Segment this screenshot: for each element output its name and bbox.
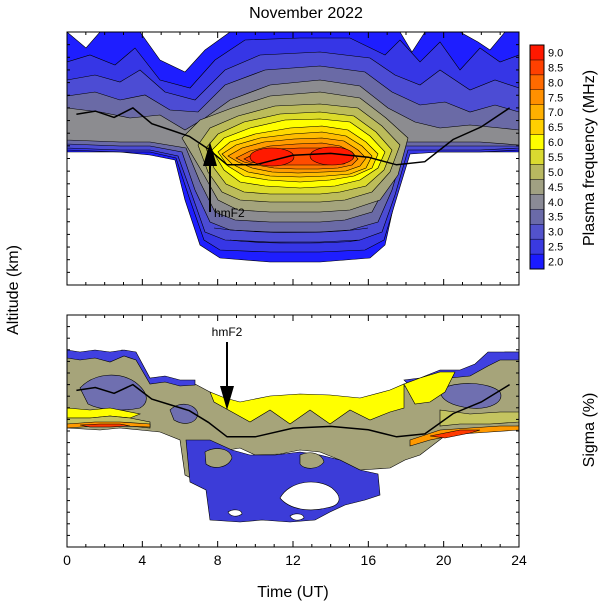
colorbar-swatch <box>529 104 545 120</box>
top-contour-fill <box>67 32 519 263</box>
colorbar-swatch <box>529 179 545 195</box>
colorbar-swatch <box>529 134 545 150</box>
x-tick-label: 16 <box>361 552 377 568</box>
sigma-label: Sigma (%) <box>581 393 598 468</box>
x-tick-label: 24 <box>511 552 527 568</box>
colorbar-tick-label: 2.0 <box>548 257 563 269</box>
top-axis-ticks <box>66 31 520 286</box>
colorbar-swatch <box>529 149 545 165</box>
top-panel: hmF2 <box>66 31 520 286</box>
sigma-band-yellow <box>209 383 405 425</box>
top-hmF2-label: hmF2 <box>214 206 245 220</box>
colorbar-swatch <box>529 119 545 135</box>
bottom-contour-fill <box>67 349 519 523</box>
colorbar-swatch <box>529 44 545 61</box>
x-tick-label: 0 <box>63 552 71 568</box>
colorbar: 2.0 2.5 3.0 3.5 4.0 4.5 5.0 5.5 6.0 6.5 7.0 7.5 8.0 8… <box>529 44 563 270</box>
x-tick-label: 4 <box>138 552 146 568</box>
chart-title: November 2022 <box>249 5 363 22</box>
colorbar-swatch <box>529 223 545 240</box>
colorbar-tick-label: 5.5 <box>548 152 563 164</box>
colorbar-swatch <box>529 89 545 105</box>
colorbar-swatch <box>529 209 545 225</box>
colorbar-tick-label: 4.5 <box>548 182 563 194</box>
colorbar-tick-label: 8.0 <box>548 77 563 89</box>
y-axis-label: Altitude (km) <box>5 245 22 335</box>
colorbar-swatch <box>529 74 545 91</box>
colorbar-tick-label: 7.5 <box>548 92 563 104</box>
colorbar-tick-label: 2.5 <box>548 242 563 254</box>
colorbar-swatch <box>529 194 545 210</box>
top-hmF2-annotation: hmF2 <box>203 142 245 220</box>
colorbar-tick-label: 6.0 <box>548 137 563 149</box>
sigma-band-blue-top <box>67 349 196 387</box>
colorbar-tick-label: 5.0 <box>548 167 563 179</box>
colorbar-swatch <box>529 59 545 76</box>
peak-core-2 <box>309 146 355 166</box>
colorbar-tick-label: 7.0 <box>548 107 563 119</box>
x-tick-label: 20 <box>436 552 452 568</box>
bottom-axis-ticks: 0 4 8 12 16 20 24 <box>63 314 527 568</box>
x-axis-label: Time (UT) <box>257 584 328 601</box>
bottom-panel: hmF2 0 4 8 12 16 20 24 <box>63 314 527 568</box>
sigma-white-hole <box>279 481 340 511</box>
x-tick-label: 8 <box>214 552 222 568</box>
colorbar-swatch <box>529 164 545 180</box>
colorbar-tick-label: 4.0 <box>548 197 563 209</box>
colorbar-tick-label: 8.5 <box>548 62 563 74</box>
colorbar-tick-label: 3.5 <box>548 212 563 224</box>
colorbar-tick-label: 9.0 <box>548 47 563 59</box>
colorbar-label: Plasma frequency (MHz) <box>581 70 598 246</box>
x-tick-label: 12 <box>285 552 301 568</box>
bottom-hmF2-line <box>76 383 510 438</box>
colorbar-tick-label: 6.5 <box>548 122 563 134</box>
colorbar-swatch <box>529 238 545 255</box>
bottom-hmF2-annotation: hmF2 <box>212 325 243 410</box>
colorbar-swatch <box>529 253 545 270</box>
top-hmF2-line <box>76 107 511 166</box>
colorbar-tick-label: 3.0 <box>548 227 563 239</box>
peak-core-1 <box>249 147 295 167</box>
bottom-hmF2-label: hmF2 <box>212 325 243 339</box>
